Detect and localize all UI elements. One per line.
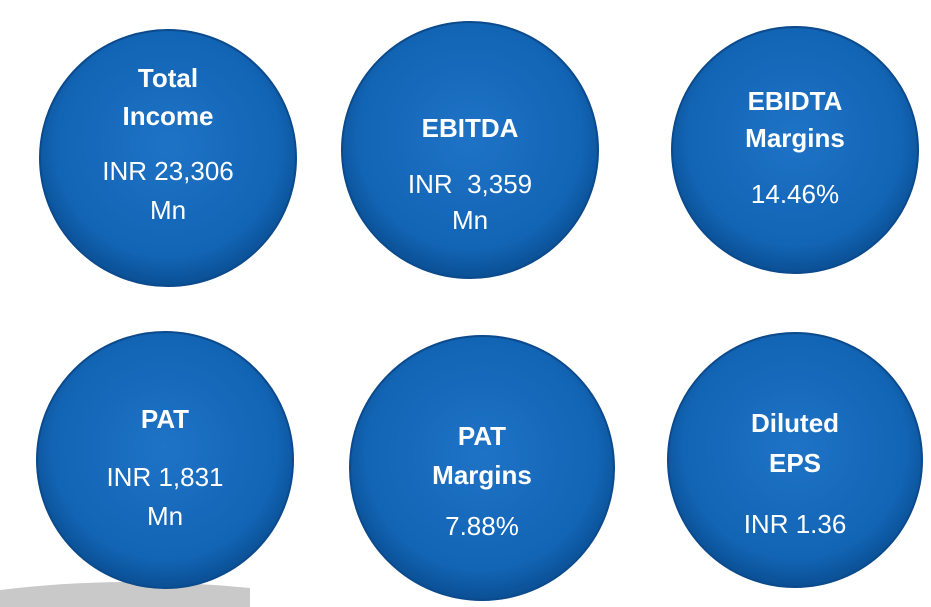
card: Diluted EPS INR 1.36 [667, 332, 923, 588]
card-title: EPS [769, 448, 821, 478]
card-title: EBITDA [422, 113, 519, 143]
card-title: EBIDTA [748, 86, 843, 116]
card: PAT INR 1,831 Mn [36, 331, 294, 589]
circle [36, 331, 294, 589]
card-value: Mn [150, 195, 186, 225]
circle [667, 332, 923, 588]
card-value: 14.46% [751, 179, 839, 209]
card-title: PAT [458, 421, 506, 451]
card-title: Margins [432, 460, 532, 490]
card-value: INR 3,359 [408, 169, 532, 199]
card-value: INR 23,306 [102, 156, 234, 186]
card-value: Mn [452, 205, 488, 235]
card-value: INR 1,831 [106, 462, 223, 492]
card: EBIDTA Margins 14.46% [671, 26, 919, 274]
circle [341, 21, 599, 279]
circle [671, 26, 919, 274]
card-value: INR 1.36 [744, 509, 847, 539]
card-value: 7.88% [445, 511, 519, 541]
shadow [0, 581, 250, 607]
card-title: Income [122, 101, 213, 131]
card-title: Total [138, 63, 198, 93]
card-title: Margins [745, 123, 845, 153]
circle [349, 335, 615, 601]
card: EBITDA INR 3,359 Mn [341, 21, 599, 279]
card-value: Mn [147, 501, 183, 531]
circle [39, 29, 297, 287]
card-title: Diluted [751, 408, 839, 438]
card: PAT Margins 7.88% [349, 335, 615, 601]
card: Total Income INR 23,306 Mn [39, 29, 297, 287]
card-title: PAT [141, 404, 189, 434]
